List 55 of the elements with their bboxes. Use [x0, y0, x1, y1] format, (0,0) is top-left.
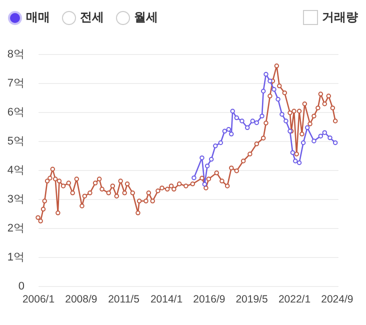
point — [208, 156, 214, 162]
point — [226, 127, 232, 132]
point — [200, 155, 204, 160]
x-tick-label: 2011/5 — [108, 294, 140, 306]
x-tick-label: 2022/1 — [278, 294, 311, 306]
point — [230, 108, 235, 114]
x-tick-label: 2014/1 — [150, 294, 183, 306]
point — [222, 128, 228, 134]
point — [328, 135, 332, 140]
y-tick-label: 6억 — [7, 106, 24, 118]
y-tick-label: 3억 — [7, 194, 24, 206]
x-tick-label: 2019/5 — [236, 294, 268, 306]
point — [218, 140, 224, 146]
text: 월세 — [134, 9, 158, 26]
point — [213, 144, 218, 148]
point — [284, 118, 288, 124]
point — [322, 130, 328, 135]
point — [192, 175, 196, 180]
point — [234, 115, 239, 120]
point — [244, 125, 250, 130]
point — [290, 150, 296, 155]
y-tick-label: 5억 — [7, 136, 24, 148]
point — [280, 112, 284, 117]
point — [254, 120, 260, 126]
point — [332, 140, 338, 146]
point — [250, 118, 255, 124]
y-tick-label: 1억 — [7, 252, 24, 264]
point — [260, 114, 264, 118]
text: 거래량 — [322, 9, 358, 26]
y-tick-label: 4억 — [7, 164, 24, 176]
x-tick-label: 2024/9 — [321, 294, 354, 306]
point — [300, 140, 306, 146]
point — [304, 125, 310, 130]
x-tick-label: 2016/9 — [193, 294, 226, 306]
y-tick-label: 0 — [18, 280, 24, 292]
x-tick-label: 2006/1 — [22, 294, 55, 306]
point — [204, 164, 210, 168]
x-tick-label: 2008/9 — [65, 294, 98, 306]
point — [264, 72, 268, 77]
point — [240, 118, 244, 124]
y-tick-label: 8억 — [7, 48, 24, 60]
point — [202, 182, 208, 187]
point — [296, 160, 302, 166]
text: 전세 — [80, 9, 104, 26]
point — [268, 78, 272, 84]
point — [229, 132, 234, 136]
y-tick-label: 2억 — [7, 222, 24, 234]
point — [272, 87, 276, 92]
point — [293, 158, 298, 164]
point — [260, 88, 266, 94]
text: 매매 — [26, 9, 50, 26]
point — [318, 134, 324, 138]
y-tick-label: 7억 — [7, 78, 24, 90]
point — [276, 96, 280, 102]
point — [312, 138, 316, 144]
